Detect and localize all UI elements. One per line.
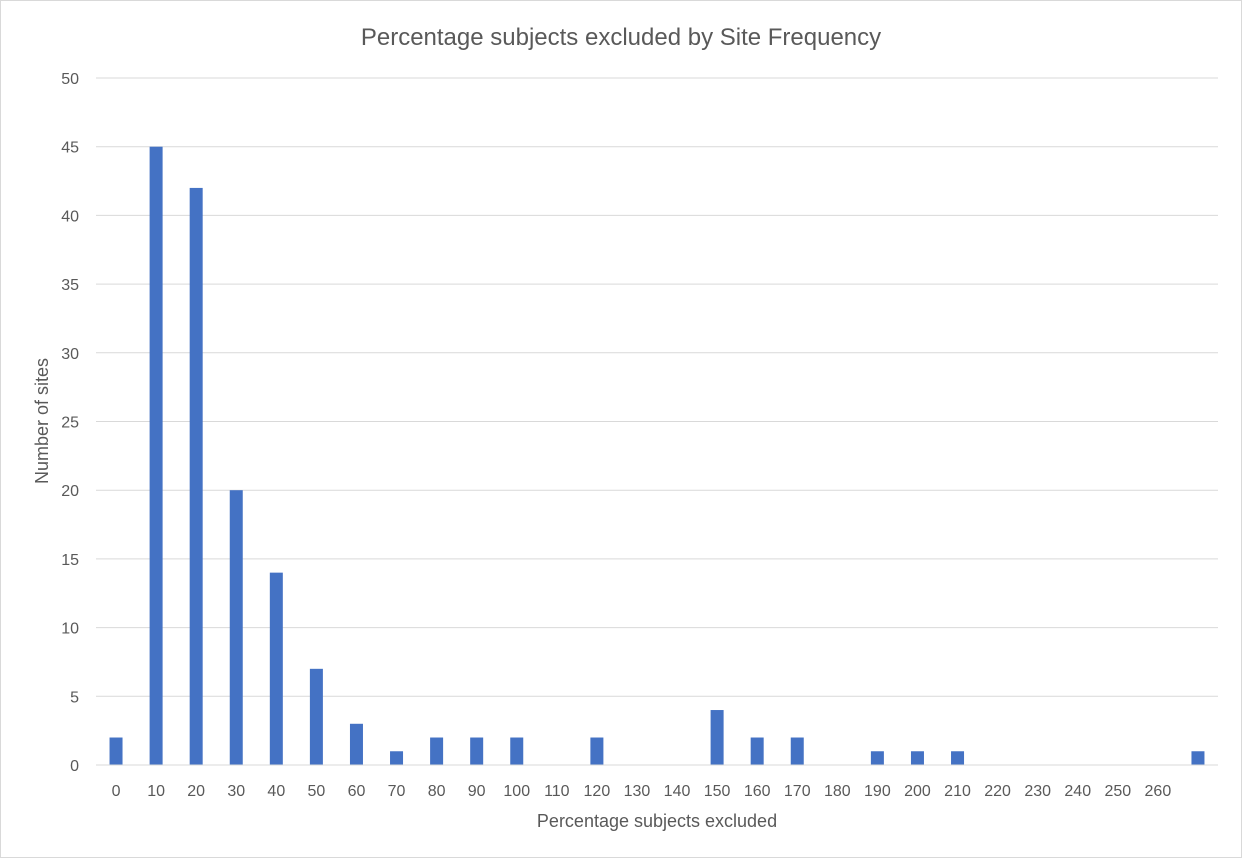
bar — [790, 737, 804, 765]
bar — [189, 187, 203, 766]
x-tick-label: 130 — [624, 783, 651, 800]
x-tick-label: 40 — [267, 783, 285, 800]
x-tick-label: 150 — [704, 783, 731, 800]
x-tick-label: 110 — [544, 783, 570, 800]
x-tick-label: 20 — [187, 783, 205, 800]
bar — [149, 146, 163, 765]
x-tick-label: 260 — [1145, 783, 1172, 800]
y-axis-label: Number of sites — [32, 358, 52, 484]
y-tick-label: 0 — [70, 758, 79, 775]
x-tick-label: 90 — [468, 783, 486, 800]
x-axis-ticks: 0 10 20 30 40 50 60 70 80 90 100 110 120 130 140 150 160… — [112, 783, 1172, 800]
x-axis-label: Percentage subjects excluded — [537, 811, 777, 831]
x-tick-label: 0 — [112, 783, 121, 800]
y-tick-label: 35 — [61, 277, 79, 294]
x-tick-label: 230 — [1024, 783, 1051, 800]
bar — [910, 751, 924, 765]
x-tick-label: 210 — [944, 783, 971, 800]
bars — [109, 146, 1205, 766]
x-tick-label: 250 — [1104, 783, 1131, 800]
bar — [269, 572, 283, 765]
x-tick-label: 200 — [904, 783, 931, 800]
x-tick-label: 190 — [864, 783, 891, 800]
bar — [750, 737, 764, 765]
bar — [510, 737, 524, 765]
bar — [590, 737, 604, 765]
x-tick-label: 80 — [428, 783, 446, 800]
x-tick-label: 180 — [824, 783, 851, 800]
y-tick-label: 10 — [61, 621, 79, 638]
chart-title: Percentage subjects excluded by Site Fre… — [361, 24, 881, 51]
y-axis-ticks: 0 5 10 15 20 25 30 35 40 45 50 — [61, 71, 79, 775]
x-tick-label: 240 — [1064, 783, 1091, 800]
bar — [229, 490, 243, 765]
y-tick-label: 30 — [61, 346, 79, 363]
bar — [109, 737, 123, 765]
bar — [951, 751, 965, 765]
gridlines — [96, 77, 1218, 697]
bar — [1191, 751, 1205, 765]
bar — [309, 668, 323, 765]
x-tick-label: 10 — [147, 783, 165, 800]
x-tick-label: 50 — [307, 783, 325, 800]
bar — [390, 751, 404, 765]
y-tick-label: 25 — [61, 415, 79, 432]
bar — [470, 737, 484, 765]
y-tick-label: 5 — [70, 689, 79, 706]
bar — [349, 723, 363, 765]
x-tick-label: 140 — [664, 783, 691, 800]
x-tick-label: 30 — [227, 783, 245, 800]
bar — [710, 710, 724, 765]
x-tick-label: 60 — [348, 783, 366, 800]
bar — [430, 737, 444, 765]
x-tick-label: 170 — [784, 783, 811, 800]
x-tick-label: 70 — [388, 783, 406, 800]
x-tick-label: 120 — [584, 783, 611, 800]
x-tick-label: 100 — [503, 783, 530, 800]
y-tick-label: 40 — [61, 208, 79, 225]
y-tick-label: 20 — [61, 483, 79, 500]
x-tick-label: 160 — [744, 783, 771, 800]
y-tick-label: 50 — [61, 71, 79, 88]
bar — [870, 751, 884, 765]
y-tick-label: 45 — [61, 140, 79, 157]
y-tick-label: 15 — [61, 552, 79, 569]
x-tick-label: 220 — [984, 783, 1011, 800]
